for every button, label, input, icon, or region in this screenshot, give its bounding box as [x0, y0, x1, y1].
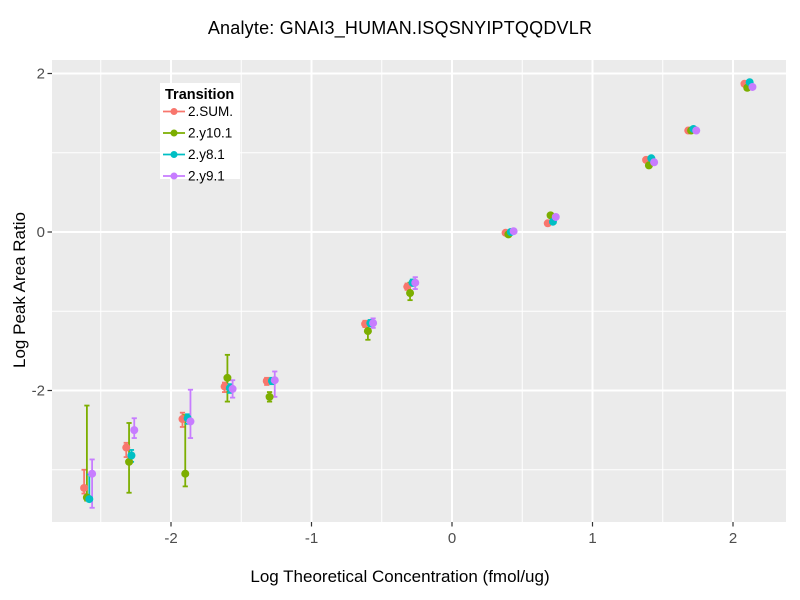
data-point	[228, 384, 237, 393]
legend-item-label: 2.y10.1	[188, 126, 232, 141]
data-point	[509, 227, 518, 236]
y-axis-title: Log Peak Area Ratio	[10, 212, 29, 368]
x-axis-title: Log Theoretical Concentration (fmol/ug)	[250, 567, 550, 586]
data-point	[223, 373, 232, 382]
x-tick-label: 2	[729, 530, 737, 547]
data-point	[88, 469, 97, 478]
data-point	[411, 278, 420, 287]
data-point	[692, 126, 701, 135]
x-tick-label: -2	[164, 530, 177, 547]
legend-key-point	[170, 129, 178, 137]
data-point	[122, 443, 131, 452]
data-point	[127, 451, 136, 460]
error-bar	[187, 388, 194, 439]
data-point	[265, 392, 274, 401]
x-tick-label: -1	[305, 530, 318, 547]
data-point	[270, 376, 279, 385]
data-point	[130, 426, 139, 435]
data-point	[748, 82, 757, 91]
y-tick-label: 0	[37, 224, 45, 241]
legend-key-point	[170, 108, 178, 115]
data-point	[650, 158, 659, 167]
legend-item-label: 2.y9.1	[188, 169, 225, 184]
y-tick-label: -2	[32, 383, 45, 400]
y-tick-label: 2	[37, 66, 45, 83]
legend-item-label: 2.SUM.	[188, 104, 233, 119]
legend-key-point	[170, 151, 178, 158]
data-point	[181, 469, 190, 478]
data-point	[186, 417, 195, 426]
data-point	[125, 457, 134, 466]
x-tick-label: 0	[448, 530, 456, 547]
data-point	[85, 495, 94, 504]
x-tick-label: 1	[588, 530, 596, 547]
plot-title: Analyte: GNAI3_HUMAN.ISQSNYIPTQQDVLR	[207, 18, 593, 38]
legend-title: Transition	[165, 87, 234, 103]
data-point	[551, 212, 560, 221]
data-point	[80, 483, 89, 492]
legend-key-point	[170, 172, 178, 180]
data-point	[363, 327, 372, 336]
data-point	[369, 319, 378, 328]
data-point	[406, 289, 415, 298]
legend-item-label: 2.y8.1	[188, 147, 225, 162]
